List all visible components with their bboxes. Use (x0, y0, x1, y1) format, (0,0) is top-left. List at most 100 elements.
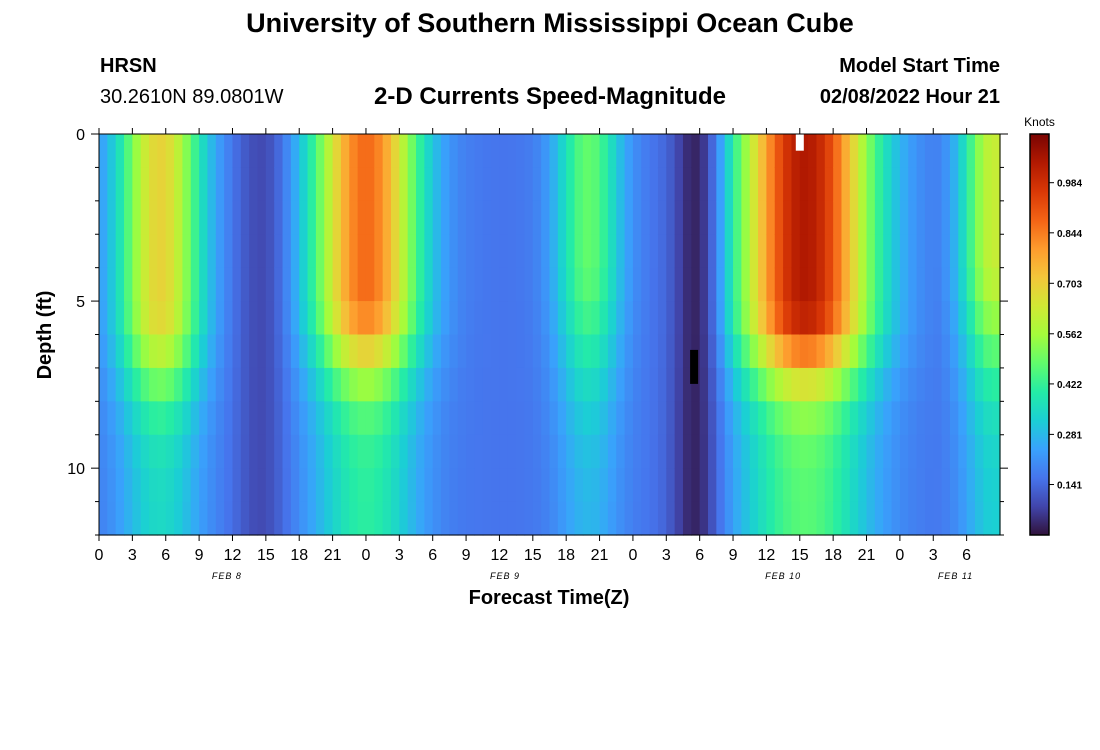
heatmap-cell (624, 501, 634, 536)
heatmap-cell (491, 334, 501, 369)
heatmap-cell (991, 267, 1001, 302)
heatmap-cell (841, 167, 851, 202)
heatmap-cell (824, 468, 834, 503)
heatmap-cell (257, 167, 267, 202)
heatmap-cell (791, 234, 801, 269)
heatmap-cell (149, 167, 158, 202)
heatmap-cell (666, 200, 676, 235)
x-tick-label: 3 (395, 547, 404, 564)
heatmap-cell (766, 367, 776, 402)
x-axis-title: Forecast Time(Z) (469, 587, 630, 609)
heatmap-cell (549, 334, 559, 369)
heatmap-cell (791, 301, 801, 336)
heatmap-cell (132, 234, 142, 269)
heatmap-cell (157, 367, 167, 402)
heatmap-cell (941, 134, 951, 169)
heatmap-cell (724, 501, 734, 536)
heatmap-cell (783, 167, 793, 202)
heatmap-cell (824, 434, 834, 469)
heatmap-cell (132, 434, 142, 469)
heatmap-cell (808, 401, 818, 436)
heatmap-cell (616, 334, 626, 369)
heatmap-cell (349, 167, 359, 202)
heatmap-cell (791, 134, 801, 169)
heatmap-cell (482, 468, 492, 503)
heatmap-cell (232, 468, 242, 503)
heatmap-cell (190, 267, 200, 302)
heatmap-cell (532, 267, 542, 302)
heatmap-cell (307, 234, 317, 269)
heatmap-cell (474, 167, 484, 202)
heatmap-cell (574, 301, 584, 336)
heatmap-cell (924, 200, 934, 235)
heatmap-cell (157, 234, 167, 269)
heatmap-cell (741, 334, 751, 369)
heatmap-cell (949, 301, 959, 336)
model-start-time: 02/08/2022 Hour 21 (819, 86, 1000, 108)
heatmap-cell (382, 401, 392, 436)
heatmap-cell (849, 434, 859, 469)
heatmap-cell (974, 301, 984, 336)
heatmap-cell (816, 434, 826, 469)
heatmap-cell (766, 501, 776, 536)
heatmap-cell (340, 167, 350, 202)
heatmap-cell (549, 167, 559, 202)
heatmap-cell (499, 434, 509, 469)
heatmap-cell (641, 334, 651, 369)
heatmap-cell (224, 367, 234, 402)
heatmap-cell (516, 200, 526, 235)
heatmap-cell (315, 401, 325, 436)
heatmap-cell (99, 434, 108, 469)
heatmap-cell (699, 267, 709, 302)
heatmap-cell (958, 301, 968, 336)
heatmap-cell (107, 301, 117, 336)
heatmap-cell (783, 267, 793, 302)
heatmap-cell (624, 334, 634, 369)
heatmap-cell (424, 167, 434, 202)
heatmap-cell (124, 401, 133, 436)
heatmap-cell (716, 501, 726, 536)
heatmap-cell (649, 200, 659, 235)
heatmap-cell (824, 167, 834, 202)
heatmap-cell (666, 267, 676, 302)
heatmap-cell (365, 134, 375, 169)
heatmap-cell (691, 367, 701, 402)
heatmap-cell (132, 401, 142, 436)
heatmap-cell (983, 501, 993, 536)
heatmap-cell (282, 334, 292, 369)
heatmap-cell (849, 267, 859, 302)
heatmap-cell (916, 501, 926, 536)
heatmap-cell (733, 234, 742, 269)
heatmap-cell (332, 334, 342, 369)
heatmap-cell (691, 468, 701, 503)
heatmap-cell (182, 301, 192, 336)
heatmap-cell (182, 468, 192, 503)
heatmap-cell (315, 434, 325, 469)
heatmap-cell (958, 134, 968, 169)
heatmap-cell (632, 267, 642, 302)
heatmap-cell (883, 301, 893, 336)
heatmap-cell (357, 200, 367, 235)
heatmap-cell (591, 334, 601, 369)
heatmap-cell (390, 367, 400, 402)
heatmap-cell (232, 200, 242, 235)
heatmap-cell (549, 234, 559, 269)
heatmap-cell (866, 468, 876, 503)
heatmap-cell (682, 134, 692, 169)
heatmap-cell (174, 200, 184, 235)
heatmap-cell (132, 301, 142, 336)
heatmap-cell (874, 234, 884, 269)
heatmap-cell (866, 367, 876, 402)
heatmap-cell (541, 468, 551, 503)
heatmap-cell (457, 401, 467, 436)
heatmap-cell (557, 401, 567, 436)
heatmap-cell (607, 301, 617, 336)
heatmap-cell (357, 501, 367, 536)
heatmap-cell (449, 134, 459, 169)
heatmap-cell (808, 234, 818, 269)
heatmap-cell (591, 167, 601, 202)
heatmap-cell (624, 301, 634, 336)
colorbar-tick-label: 0.141 (1057, 481, 1082, 492)
heatmap-cell (466, 301, 476, 336)
heatmap-cell (357, 301, 367, 336)
